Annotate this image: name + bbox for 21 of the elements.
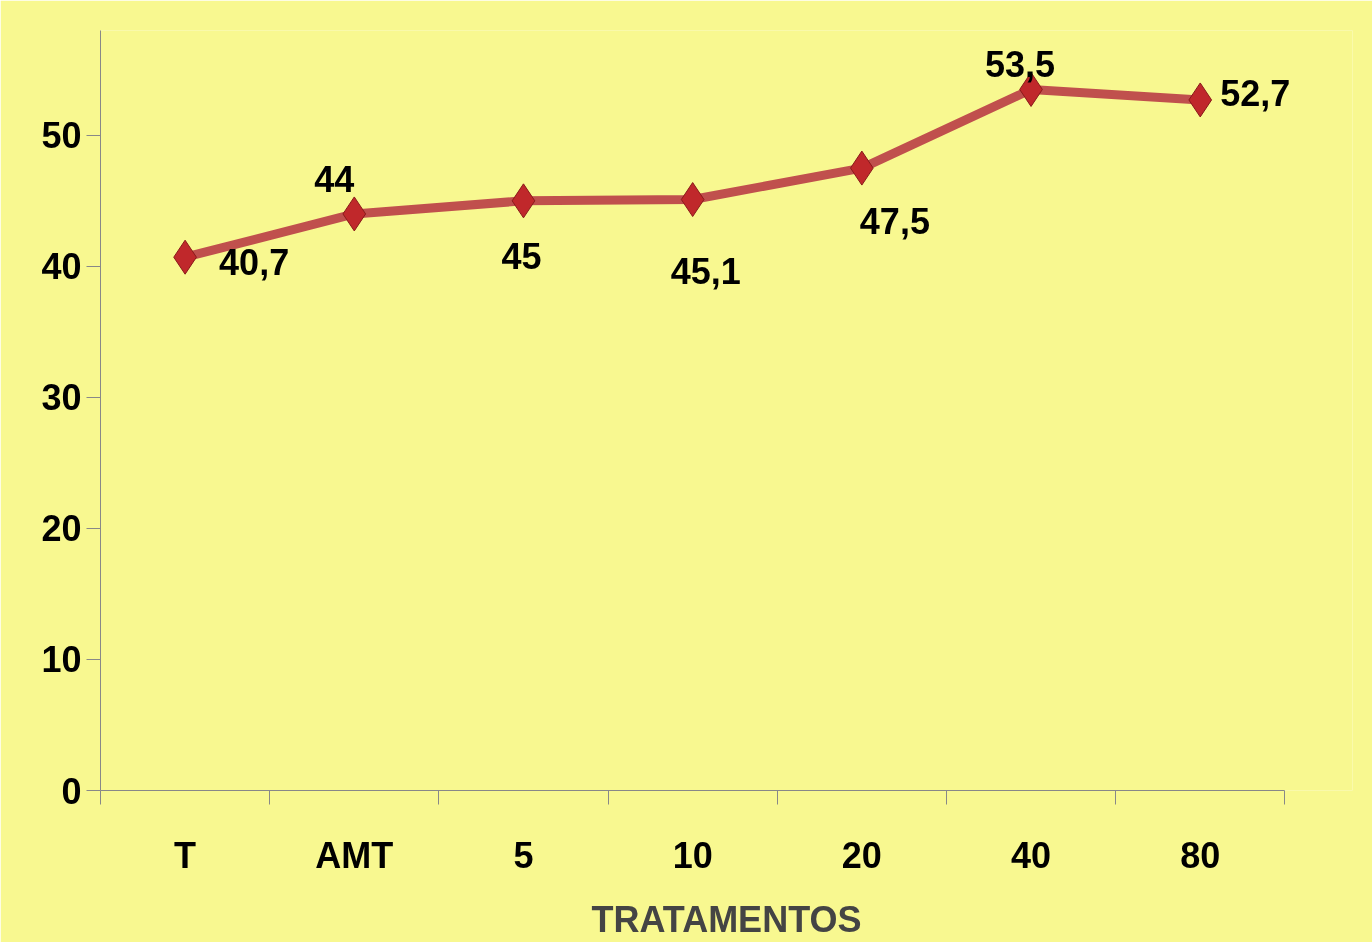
x-tick-label: AMT [315,834,394,876]
x-tick-label: 5 [513,834,534,876]
data-label: 45,1 [670,250,741,292]
y-tick-label: 30 [41,377,82,419]
x-axis-title: TRATAMENTOS [591,898,862,940]
y-tick-label: 20 [41,508,82,550]
y-tick-label: 50 [41,115,82,157]
y-tick-label: 40 [41,246,82,288]
x-tick-label: 40 [1011,834,1052,876]
data-label: 47,5 [859,201,930,243]
y-tick-label: 0 [61,770,82,812]
x-tick-label: 80 [1180,834,1221,876]
data-label: 53,5 [985,44,1056,86]
x-tick-label: 20 [841,834,882,876]
x-tick-label: T [174,834,197,876]
data-label: 44 [314,158,355,200]
data-label: 52,7 [1220,72,1291,114]
data-label: 45 [501,235,542,277]
data-label: 40,7 [219,242,290,284]
y-tick-label: 10 [41,639,82,681]
x-tick-label: 10 [672,834,713,876]
